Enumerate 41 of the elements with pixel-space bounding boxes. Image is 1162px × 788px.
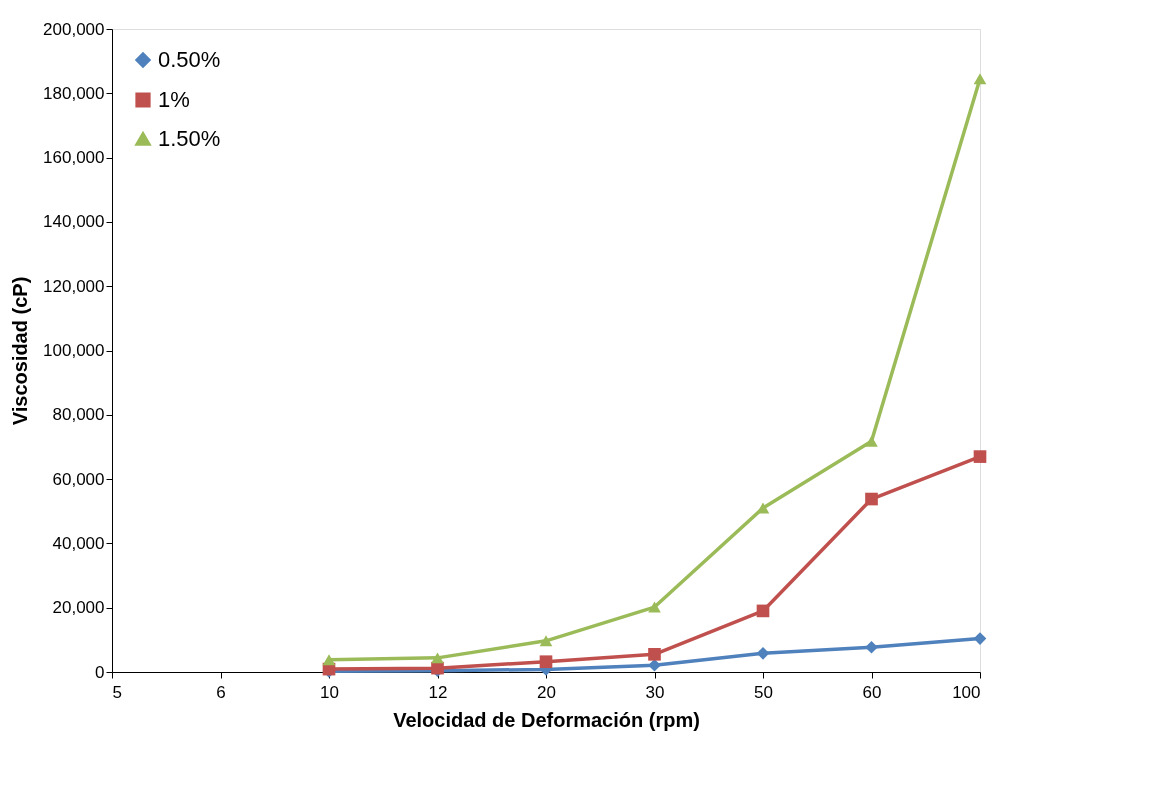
y-tick-label: 180,000	[43, 83, 105, 103]
x-tick-label: 50	[754, 682, 773, 702]
x-tick-label: 30	[645, 682, 665, 702]
y-tick-label: 120,000	[43, 276, 105, 296]
y-axis-title: Viscosidad (cP)	[9, 276, 32, 426]
point	[865, 435, 878, 447]
y-tick-label: 80,000	[52, 405, 105, 425]
y-tick-label: 100,000	[43, 341, 105, 360]
point	[756, 502, 770, 514]
point	[648, 601, 661, 613]
point	[322, 654, 336, 666]
y-tick-label: 160,000	[43, 148, 105, 168]
point	[865, 640, 878, 654]
x-tick-label: 6	[216, 682, 226, 702]
y-tick-label: 20,000	[52, 598, 105, 618]
point	[756, 647, 770, 660]
point	[973, 450, 987, 463]
point	[648, 658, 661, 672]
point	[973, 632, 987, 645]
y-tick-label: 200,000	[43, 19, 105, 39]
y-tick-label: 40,000	[52, 533, 105, 553]
legend-label: 1.50%	[158, 126, 221, 151]
x-tick-label: 20	[537, 682, 556, 702]
y-tick-label: 0	[95, 662, 105, 682]
y-tick-label: 140,000	[43, 212, 105, 232]
point	[539, 635, 553, 647]
x-tick-label: 12	[428, 682, 448, 702]
x-tick-label: 60	[862, 682, 882, 702]
point	[539, 655, 553, 669]
point	[973, 73, 987, 85]
legend-label: 1%	[158, 87, 190, 112]
y-tick-label: 60,000	[52, 469, 105, 489]
x-tick-label: 10	[320, 682, 339, 702]
point	[648, 647, 661, 661]
point	[756, 604, 770, 618]
x-tick-label: 100	[952, 682, 981, 702]
point	[431, 652, 444, 664]
point	[865, 492, 878, 506]
legend-label: 0.50%	[158, 47, 221, 72]
x-axis-title: Velocidad de Deformación (rpm)	[393, 708, 700, 731]
x-tick-label: 5	[112, 682, 122, 702]
